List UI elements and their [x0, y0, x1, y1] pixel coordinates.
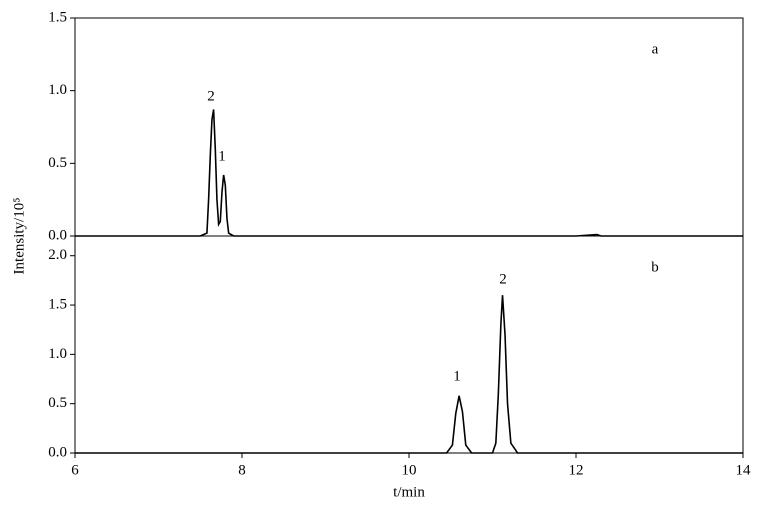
x-tick-label: 12 [569, 462, 584, 478]
y-axis-label: Intensity/10⁵ [11, 198, 27, 275]
y-tick-label: 1.5 [48, 9, 67, 25]
annotation: a [652, 41, 659, 57]
x-tick-label: 6 [71, 462, 79, 478]
y-tick-label: 1.5 [48, 296, 67, 312]
y-tick-label: 0.5 [48, 155, 67, 171]
annotation: 2 [499, 271, 507, 287]
plot-frame [74, 235, 744, 454]
y-tick-label: 0.0 [48, 444, 67, 460]
trace [75, 109, 743, 237]
y-tick-label: 2.0 [48, 247, 67, 263]
y-tick-label: 1.0 [48, 82, 67, 98]
x-tick-label: 14 [736, 462, 752, 478]
annotation: 2 [207, 88, 215, 104]
plot-frame [74, 17, 744, 237]
trace [75, 295, 743, 454]
x-tick-label: 10 [402, 462, 417, 478]
x-tick-label: 8 [238, 462, 246, 478]
y-tick-label: 1.0 [48, 346, 67, 362]
annotation: 1 [453, 368, 461, 384]
y-tick-label: 0.0 [48, 227, 67, 243]
annotation: 1 [218, 148, 226, 164]
x-axis-label: t/min [393, 484, 425, 500]
y-tick-label: 0.5 [48, 395, 67, 411]
annotation: b [651, 259, 659, 275]
